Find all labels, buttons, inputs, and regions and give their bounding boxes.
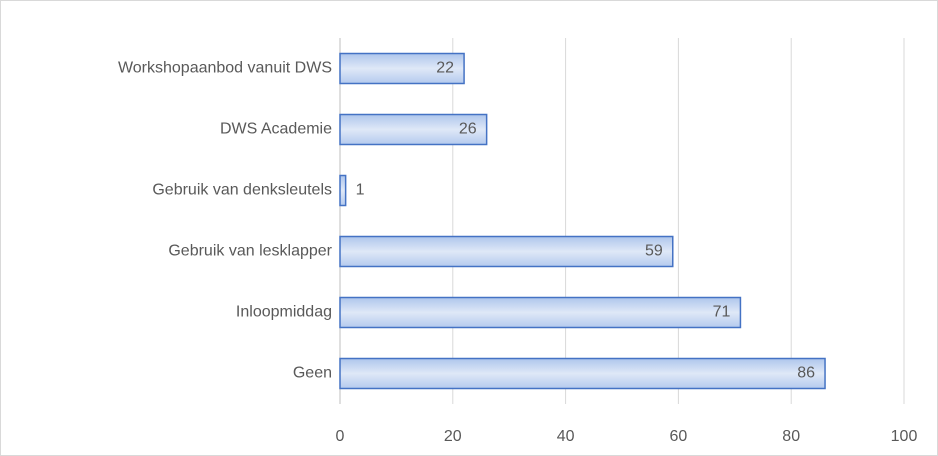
- bar: [339, 113, 488, 146]
- data-label: 22: [436, 60, 454, 77]
- bar: [339, 235, 674, 268]
- x-tick-label: 80: [782, 428, 800, 445]
- data-label: 86: [797, 365, 815, 382]
- bar: [339, 52, 465, 85]
- x-tick-label: 100: [891, 428, 918, 445]
- x-tick-label: 0: [336, 428, 345, 445]
- data-label: 71: [713, 304, 731, 321]
- y-tick-label: Gebruik van denksleutels: [152, 182, 332, 199]
- bar: [339, 174, 347, 207]
- bar: [339, 357, 826, 390]
- data-label: 1: [356, 182, 365, 199]
- data-label: 26: [459, 121, 477, 138]
- y-tick-label: Geen: [293, 365, 332, 382]
- x-tick-label: 40: [557, 428, 575, 445]
- data-label: 59: [645, 243, 663, 260]
- y-tick-label: DWS Academie: [220, 121, 332, 138]
- x-tick-label: 20: [444, 428, 462, 445]
- y-tick-label: Gebruik van lesklapper: [168, 243, 332, 260]
- bar: [339, 296, 742, 329]
- x-tick-label: 60: [670, 428, 688, 445]
- y-tick-label: Workshopaanbod vanuit DWS: [118, 60, 332, 77]
- y-tick-label: Inloopmiddag: [236, 304, 332, 321]
